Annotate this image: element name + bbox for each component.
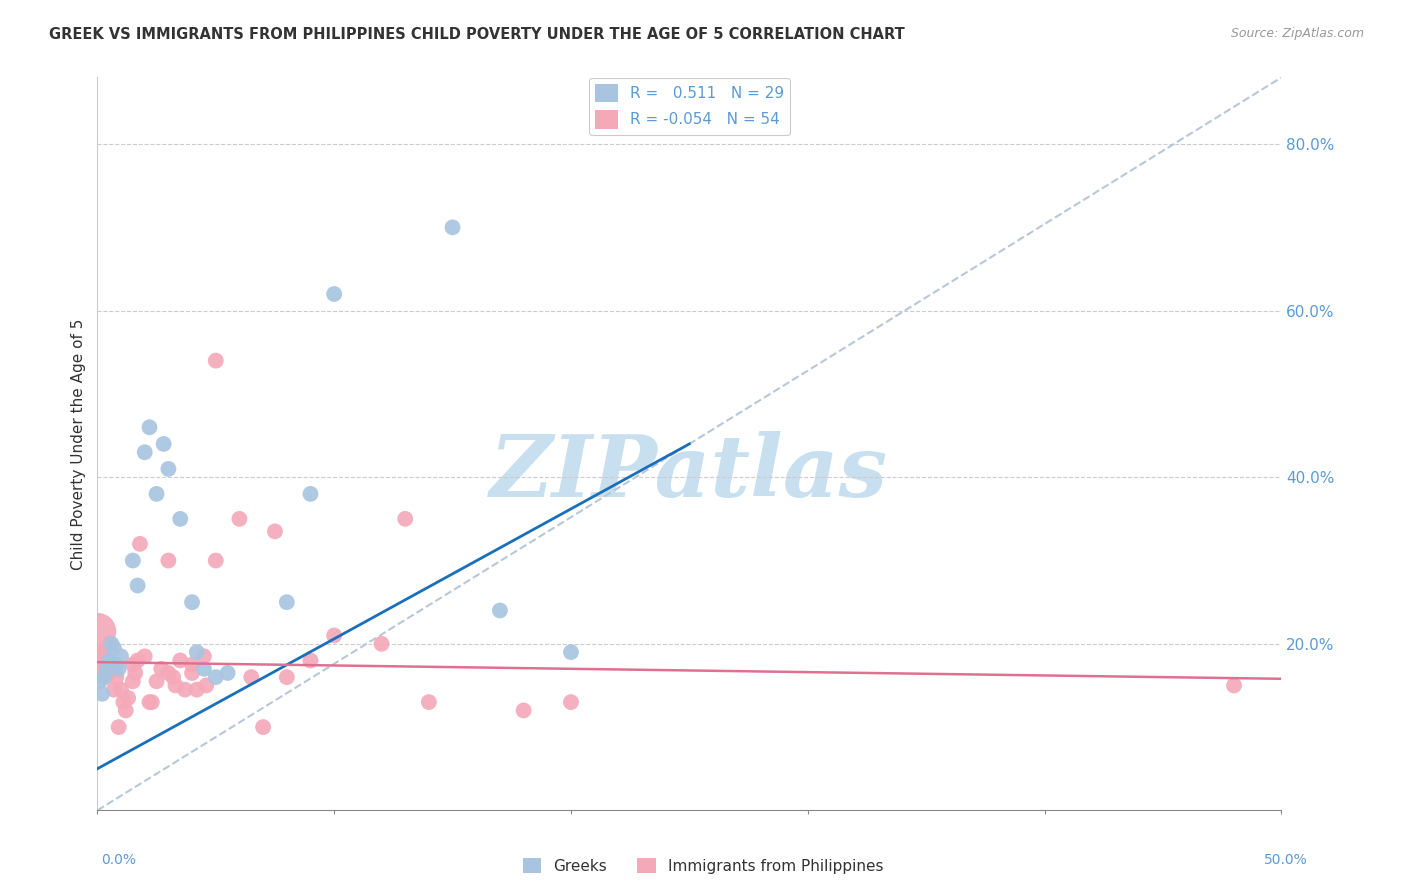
Point (93, 645, 115, 659)
Point (252, 720, 274, 734)
Point (127, 578, 149, 592)
Text: ZIPatlas: ZIPatlas (491, 432, 889, 515)
Point (157, 665, 180, 680)
Point (370, 637, 392, 651)
Point (264, 524, 287, 539)
Point (240, 670, 263, 684)
Point (122, 657, 145, 672)
Point (122, 553, 145, 567)
Legend: R =   0.511   N = 29, R = -0.054   N = 54: R = 0.511 N = 29, R = -0.054 N = 54 (589, 78, 790, 135)
Point (114, 703, 136, 717)
Point (150, 662, 173, 676)
Point (105, 670, 128, 684)
Point (98, 637, 121, 651)
Point (276, 670, 298, 684)
Point (110, 649, 132, 664)
Text: Source: ZipAtlas.com: Source: ZipAtlas.com (1230, 27, 1364, 40)
Point (418, 695, 440, 709)
Point (91, 662, 114, 676)
Point (157, 553, 180, 567)
Point (98, 653, 121, 667)
Point (145, 487, 167, 501)
Point (89, 653, 111, 667)
Point (181, 665, 204, 680)
Point (96, 662, 118, 676)
Point (441, 220, 464, 235)
Point (103, 640, 125, 655)
Point (98, 665, 121, 680)
Point (141, 695, 163, 709)
Point (299, 487, 322, 501)
Point (162, 670, 184, 684)
Legend: Greeks, Immigrants from Philippines: Greeks, Immigrants from Philippines (516, 852, 890, 880)
Point (489, 603, 512, 617)
Point (134, 649, 156, 664)
Point (560, 645, 582, 659)
Point (129, 537, 152, 551)
Point (204, 353, 226, 368)
Point (100, 637, 122, 651)
Point (138, 695, 160, 709)
Point (193, 649, 215, 664)
Point (107, 662, 129, 676)
Point (323, 287, 346, 301)
Point (217, 665, 239, 680)
Point (93, 670, 115, 684)
Point (512, 703, 534, 717)
Point (117, 690, 139, 705)
Point (560, 695, 582, 709)
Point (134, 445, 156, 459)
Point (91, 665, 114, 680)
Point (90, 657, 112, 672)
Point (87, 645, 110, 659)
Point (112, 695, 135, 709)
Point (228, 512, 250, 526)
Point (165, 678, 187, 692)
Point (152, 437, 174, 451)
Point (169, 512, 191, 526)
Point (91, 687, 114, 701)
Point (110, 682, 132, 697)
Point (181, 595, 204, 609)
Text: 0.0%: 0.0% (101, 853, 136, 867)
Point (124, 665, 146, 680)
Point (93, 670, 115, 684)
Point (193, 662, 215, 676)
Point (127, 653, 149, 667)
Point (103, 682, 125, 697)
Point (87, 624, 110, 639)
Point (145, 674, 167, 689)
Point (186, 645, 208, 659)
Point (169, 653, 191, 667)
Point (122, 674, 145, 689)
Point (157, 462, 180, 476)
Point (138, 420, 160, 434)
Point (204, 553, 226, 567)
Point (204, 670, 226, 684)
Point (96, 653, 118, 667)
Point (107, 720, 129, 734)
Text: 50.0%: 50.0% (1264, 853, 1308, 867)
Point (299, 653, 322, 667)
Y-axis label: Child Poverty Under the Age of 5: Child Poverty Under the Age of 5 (72, 318, 86, 570)
Text: GREEK VS IMMIGRANTS FROM PHILIPPINES CHILD POVERTY UNDER THE AGE OF 5 CORRELATIO: GREEK VS IMMIGRANTS FROM PHILIPPINES CHI… (49, 27, 905, 42)
Point (186, 682, 208, 697)
Point (89, 674, 111, 689)
Point (394, 512, 416, 526)
Point (105, 657, 128, 672)
Point (323, 628, 346, 642)
Point (100, 662, 122, 676)
Point (181, 657, 204, 672)
Point (195, 678, 218, 692)
Point (174, 682, 197, 697)
Point (1223, 678, 1246, 692)
Point (276, 595, 298, 609)
